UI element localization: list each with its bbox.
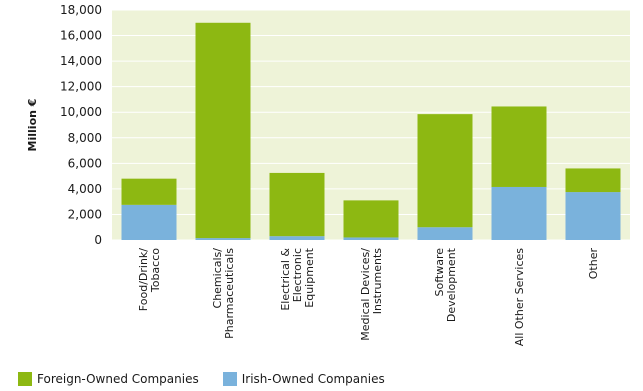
bar-foreign-owned bbox=[195, 22, 251, 239]
y-tick-label: 14,000 bbox=[60, 54, 102, 68]
y-axis-label: Million € bbox=[26, 99, 39, 152]
bar-irish-owned bbox=[269, 236, 325, 240]
x-tick-label: Chemicals/Pharmaceuticals bbox=[211, 248, 236, 339]
x-tick-label: All Other Services bbox=[513, 248, 526, 347]
bar-chart: 0 2,000 4,000 6,000 8,000 10,000 12,000 14,000 1… bbox=[26, 3, 630, 346]
x-tick-label: Medical Devices/Instruments bbox=[359, 248, 384, 341]
y-axis-ticks: 0 2,000 4,000 6,000 8,000 10,000 12,000 14,000 1… bbox=[60, 3, 102, 247]
x-tick-label: Food/Drink/Tobacco bbox=[137, 248, 162, 311]
bar-foreign-owned bbox=[269, 172, 325, 237]
legend-swatch-irish bbox=[222, 372, 237, 386]
legend-label-foreign: Foreign-Owned Companies bbox=[37, 372, 199, 386]
bar-irish-owned bbox=[417, 227, 473, 240]
y-tick-label: 4,000 bbox=[68, 182, 102, 196]
y-tick-label: 6,000 bbox=[68, 156, 102, 170]
y-tick-label: 2,000 bbox=[68, 207, 102, 221]
legend-swatch-foreign bbox=[18, 372, 32, 386]
x-tick-label: Other bbox=[587, 248, 600, 280]
x-tick-label: SoftwareDevelopment bbox=[433, 247, 458, 322]
legend-item-irish: Irish-Owned Companies bbox=[222, 372, 385, 386]
bar-foreign-owned bbox=[343, 200, 399, 238]
x-tick-label: Electrical &ElectronicEquipment bbox=[279, 247, 316, 310]
bar-irish-owned bbox=[121, 204, 177, 240]
legend-item-foreign: Foreign-Owned Companies bbox=[18, 372, 199, 386]
bars bbox=[121, 22, 621, 240]
y-tick-label: 12,000 bbox=[60, 80, 102, 94]
y-tick-label: 0 bbox=[94, 233, 102, 247]
bar-foreign-owned bbox=[417, 114, 473, 228]
legend-label-irish: Irish-Owned Companies bbox=[241, 372, 385, 386]
y-tick-label: 16,000 bbox=[60, 29, 102, 43]
x-axis-ticks: Food/Drink/Tobacco Chemicals/Pharmaceutic… bbox=[137, 247, 600, 346]
bar-irish-owned bbox=[343, 237, 399, 240]
bar-foreign-owned bbox=[121, 178, 177, 205]
legend: Foreign-Owned Companies Irish-Owned Comp… bbox=[18, 372, 409, 386]
y-tick-label: 18,000 bbox=[60, 3, 102, 17]
y-tick-label: 8,000 bbox=[68, 131, 102, 145]
y-tick-label: 10,000 bbox=[60, 105, 102, 119]
bar-irish-owned bbox=[195, 238, 251, 240]
bar-irish-owned bbox=[491, 186, 547, 240]
bar-irish-owned bbox=[565, 192, 621, 240]
bar-foreign-owned bbox=[491, 106, 547, 187]
bar-foreign-owned bbox=[565, 168, 621, 193]
